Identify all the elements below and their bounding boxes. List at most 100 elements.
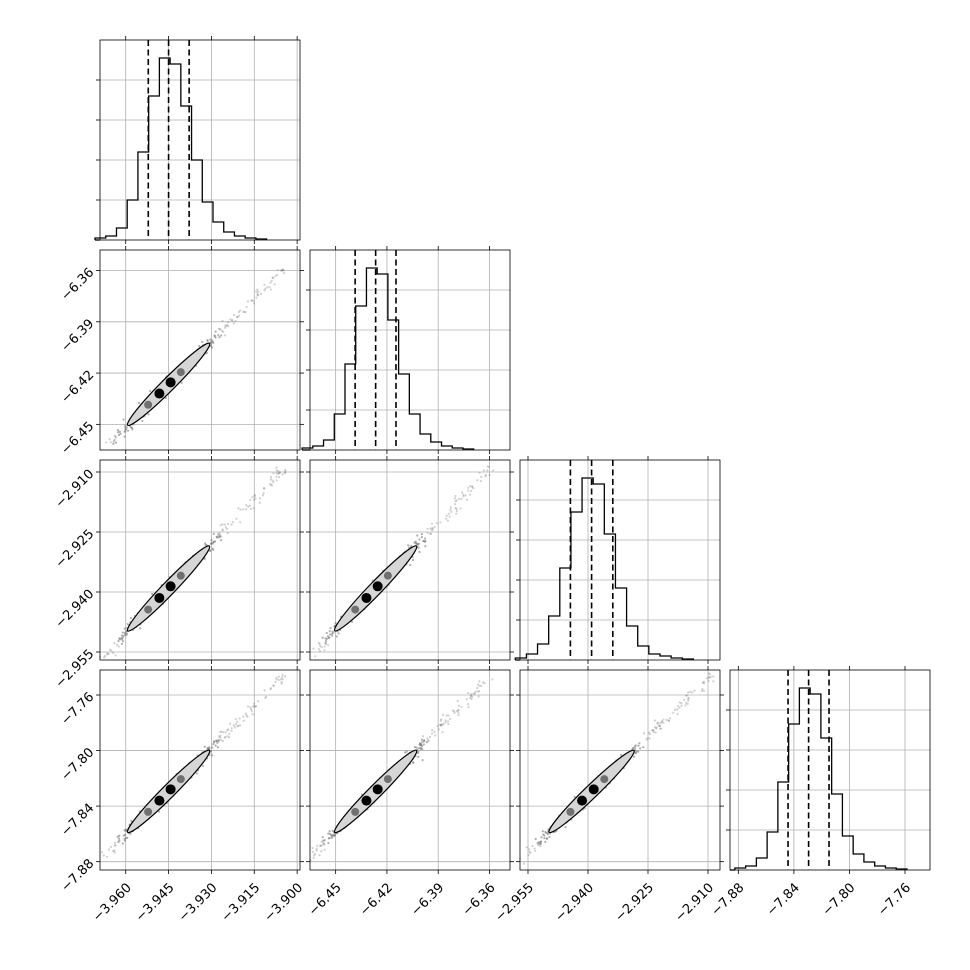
scatter-point bbox=[321, 636, 324, 639]
scatter-point bbox=[328, 832, 332, 836]
scatter-point bbox=[224, 731, 227, 734]
scatter-point bbox=[237, 507, 240, 510]
scatter-point bbox=[411, 558, 415, 562]
scatter-point bbox=[226, 321, 230, 324]
scatter-point bbox=[337, 632, 340, 635]
scatter-point bbox=[480, 684, 483, 687]
scatter-point bbox=[662, 718, 665, 721]
scatter-point bbox=[420, 738, 423, 741]
scatter-point bbox=[324, 642, 327, 645]
scatter-point bbox=[540, 836, 543, 839]
x-tick-label: −3.915 bbox=[219, 880, 264, 925]
scatter-point bbox=[448, 717, 452, 721]
scatter-point bbox=[642, 732, 646, 735]
scatter-point bbox=[429, 532, 432, 535]
y-tick-label: −6.39 bbox=[59, 316, 98, 355]
scatter-point bbox=[680, 702, 683, 705]
scatter-point bbox=[478, 684, 481, 687]
scatter-point bbox=[282, 269, 285, 272]
scatter-point bbox=[111, 442, 115, 445]
scatter-panel-1-0: −6.45 −6.42 −6.39 −6.36 bbox=[59, 246, 304, 458]
scatter-point bbox=[120, 642, 124, 645]
scatter-point bbox=[422, 743, 425, 746]
scatter-point bbox=[415, 746, 418, 749]
y-tick-label: −2.910 bbox=[53, 467, 98, 512]
panel-frame bbox=[309, 459, 511, 661]
scatter-point bbox=[327, 636, 331, 640]
scatter-point bbox=[329, 626, 332, 630]
scatter-point bbox=[277, 471, 280, 475]
scatter-point bbox=[272, 684, 275, 687]
x-tick-label: −6.39 bbox=[408, 880, 447, 919]
scatter-point bbox=[262, 492, 265, 495]
scatter-point bbox=[263, 283, 266, 286]
scatter-point bbox=[281, 269, 284, 272]
y-tick-label: −6.45 bbox=[59, 419, 98, 458]
scatter-point bbox=[246, 300, 250, 303]
scatter-point bbox=[316, 844, 319, 847]
scatter-point bbox=[239, 309, 242, 312]
scatter-point bbox=[476, 686, 479, 690]
scatter-point bbox=[473, 692, 476, 695]
scatter-point bbox=[110, 649, 113, 652]
scatter-point bbox=[476, 683, 480, 686]
scatter-point bbox=[639, 747, 642, 750]
scatter-point bbox=[272, 684, 275, 687]
scatter-point bbox=[319, 844, 322, 847]
panel-frame bbox=[309, 249, 511, 451]
scatter-point bbox=[281, 473, 284, 476]
scatter-point bbox=[119, 638, 122, 641]
scatter-point bbox=[322, 841, 325, 845]
scatter-point bbox=[325, 642, 328, 646]
scatter-point bbox=[275, 472, 278, 475]
scatter-point bbox=[421, 747, 424, 751]
density-peak-marker bbox=[154, 592, 165, 603]
density-peak-marker bbox=[144, 807, 153, 816]
scatter-point bbox=[311, 846, 314, 850]
scatter-point bbox=[689, 690, 692, 693]
scatter-point bbox=[247, 505, 250, 508]
scatter-point bbox=[439, 724, 443, 727]
density-peak-marker bbox=[165, 581, 176, 592]
scatter-point bbox=[251, 712, 254, 716]
scatter-point bbox=[213, 540, 216, 543]
scatter-point bbox=[323, 649, 326, 652]
scatter-point bbox=[662, 721, 665, 724]
scatter-point bbox=[700, 689, 703, 692]
scatter-point bbox=[467, 691, 470, 695]
density-peak-marker bbox=[383, 571, 392, 580]
scatter-point bbox=[217, 738, 220, 742]
scatter-point bbox=[332, 631, 335, 634]
scatter-point bbox=[211, 542, 215, 545]
scatter-point bbox=[210, 346, 214, 349]
scatter-point bbox=[115, 441, 118, 444]
scatter-point bbox=[677, 704, 680, 708]
scatter-point bbox=[539, 840, 543, 843]
scatter-point bbox=[619, 753, 623, 757]
scatter-point bbox=[437, 728, 440, 731]
scatter-point bbox=[256, 294, 259, 297]
scatter-point bbox=[264, 696, 267, 699]
scatter-point bbox=[238, 717, 241, 720]
scatter-point bbox=[453, 711, 456, 715]
scatter-point bbox=[231, 318, 234, 322]
scatter-point bbox=[410, 544, 413, 547]
scatter-point bbox=[180, 381, 183, 384]
scatter-point bbox=[317, 641, 320, 645]
scatter-point bbox=[102, 854, 105, 857]
scatter-point bbox=[125, 632, 129, 635]
scatter-point bbox=[701, 688, 704, 691]
scatter-point bbox=[462, 493, 465, 496]
scatter-point bbox=[431, 526, 434, 530]
scatter-point bbox=[440, 723, 443, 726]
y-tick-label: −7.76 bbox=[59, 690, 98, 729]
scatter-point bbox=[667, 719, 670, 722]
scatter-point bbox=[251, 496, 254, 499]
scatter-point bbox=[215, 536, 219, 539]
scatter-point bbox=[320, 646, 323, 649]
scatter-point bbox=[228, 722, 232, 725]
scatter-point bbox=[682, 698, 686, 701]
scatter-point bbox=[454, 499, 457, 503]
scatter-point bbox=[446, 519, 450, 522]
scatter-point bbox=[233, 726, 237, 729]
